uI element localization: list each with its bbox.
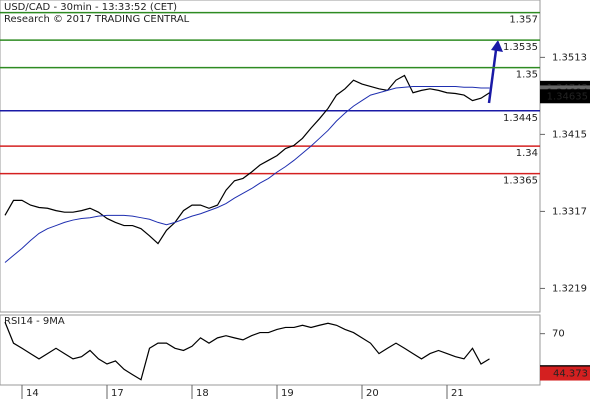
y-tick-label: 1.3513	[552, 52, 587, 63]
forecast-arrow	[487, 40, 503, 104]
x-tick-label: 18	[196, 388, 209, 399]
series-line	[4, 321, 490, 381]
value-marker-label: 44.373	[553, 369, 588, 380]
series-line	[4, 74, 490, 245]
x-tick-label: 21	[451, 388, 464, 399]
y-tick-label: 1.3415	[552, 129, 587, 140]
level-label: 1.3445	[503, 113, 538, 124]
level-label: 1.3365	[503, 176, 538, 187]
x-tick-label: 17	[111, 388, 124, 399]
x-tick-label: 19	[281, 388, 294, 399]
level-label: 1.35	[516, 70, 538, 81]
y-tick-label: 1.3219	[552, 283, 587, 294]
price-frame	[0, 0, 541, 313]
y-tick-label: 70	[552, 329, 565, 340]
value-marker-label: 1.34635	[547, 91, 588, 102]
chart-title: USD/CAD - 30min - 13:33:52 (CET)	[4, 2, 177, 13]
value-marker	[540, 89, 590, 104]
x-tick-label: 14	[26, 388, 39, 399]
y-tick-label: 1.3317	[552, 206, 587, 217]
level-label: 1.3535	[503, 42, 538, 53]
rsi-title: RSI14 - 9MA	[4, 316, 65, 327]
level-label: 1.357	[509, 15, 538, 26]
chart-subtitle: Research © 2017 TRADING CENTRAL	[4, 14, 190, 25]
rsi-frame	[0, 314, 541, 386]
value-marker	[540, 366, 590, 381]
level-label: 1.34	[516, 148, 538, 159]
series-line	[4, 85, 490, 263]
x-tick-label: 20	[366, 388, 379, 399]
